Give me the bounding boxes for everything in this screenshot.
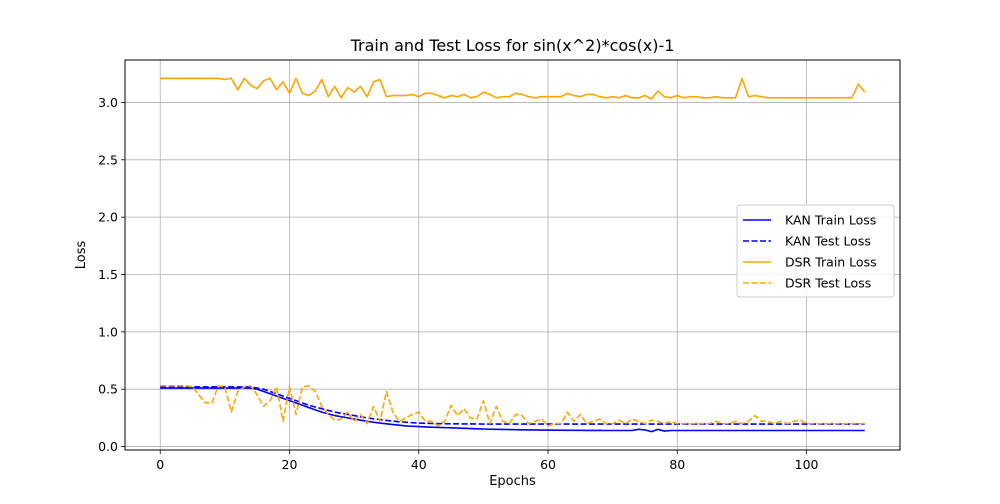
x-tick-label: 60 [540, 457, 556, 472]
legend: KAN Train Loss KAN Test Loss DSR Train Los… [736, 204, 895, 298]
x-axis-label: Epochs [489, 474, 536, 489]
legend-label: KAN Test Loss [785, 234, 871, 249]
y-axis-label: Loss [74, 241, 89, 270]
x-tick-label: 100 [795, 457, 819, 472]
y-tick-label: 0.0 [98, 439, 118, 454]
series-line-3 [160, 77, 866, 100]
x-tick-label: 80 [669, 457, 685, 472]
series-line-2 [160, 386, 865, 425]
legend-box [736, 204, 895, 298]
y-tick-label: 2.0 [98, 210, 118, 225]
y-tick-label: 0.5 [98, 382, 118, 397]
y-tick-label: 2.5 [98, 152, 118, 167]
legend-label: DSR Train Loss [785, 255, 877, 270]
legend-label: KAN Train Loss [785, 213, 876, 228]
y-tick-label: 1.5 [98, 267, 118, 282]
x-tick-label: 0 [156, 457, 164, 472]
x-tick-label: 40 [411, 457, 427, 472]
legend-label: DSR Test Loss [785, 276, 871, 291]
x-tick-label: 20 [282, 457, 298, 472]
series-line-4 [160, 384, 865, 427]
y-tick-label: 1.0 [98, 324, 118, 339]
chart-title: Train and Test Loss for sin(x^2)*cos(x)-… [350, 36, 675, 55]
series-lines [160, 77, 866, 433]
ticks: 0 20 40 60 80 100 0.0 0.5 1.0 1.5 2.0 2.5 3.0 [98, 95, 818, 472]
plot-frame [124, 59, 901, 451]
y-tick-label: 3.0 [98, 95, 118, 110]
